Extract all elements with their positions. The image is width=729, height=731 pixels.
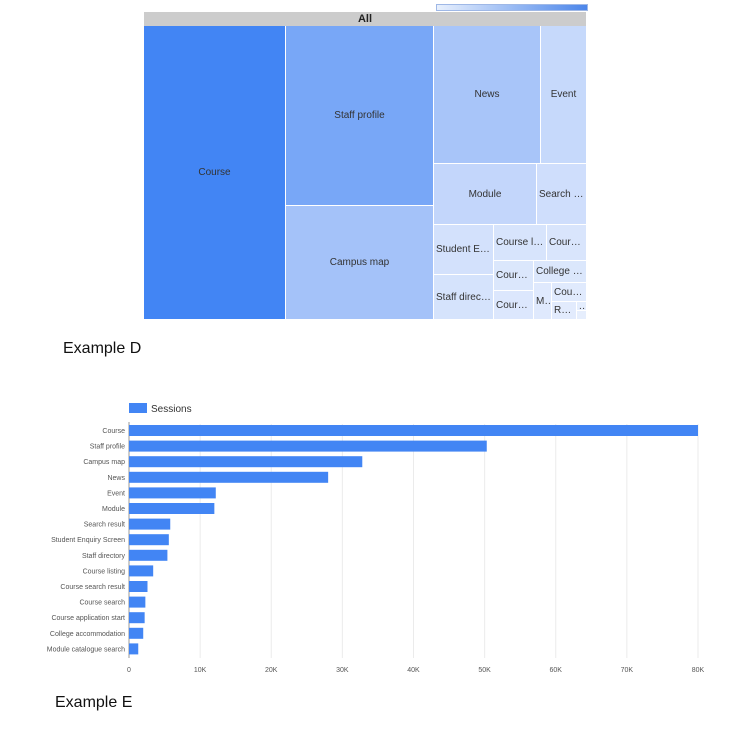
treemap-cell[interactable]: Staff profile (286, 26, 434, 206)
treemap-cell[interactable]: Course... (547, 225, 587, 261)
category-label: News (107, 475, 125, 482)
category-label: Student Enquiry Screen (51, 537, 125, 544)
treemap-cell[interactable]: Module (434, 164, 537, 225)
treemap-root-header: All (144, 12, 586, 26)
treemap-cell[interactable]: ... (577, 302, 587, 311)
treemap-color-scale (436, 4, 588, 11)
category-label: Module catalogue search (47, 646, 125, 653)
treemap-cell[interactable]: Event (541, 26, 587, 164)
treemap-cell[interactable]: Course (144, 26, 286, 320)
x-tick-label: 60K (550, 667, 563, 674)
treemap-chart: All Course Staff profile Campus map News Eve… (0, 0, 729, 330)
treemap-cell[interactable]: College ac... (534, 261, 587, 283)
category-label: Staff profile (90, 444, 125, 451)
treemap-cell-label: Course list... (496, 237, 546, 248)
category-label: Course (102, 428, 125, 435)
bar (129, 471, 329, 483)
example-d-caption: Example D (63, 340, 142, 357)
bar (129, 518, 171, 530)
bar (129, 612, 145, 624)
bar (129, 487, 216, 499)
x-tick-label: 40K (407, 667, 420, 674)
category-label: Course search (79, 600, 125, 607)
category-label: Course application start (51, 615, 125, 622)
x-tick-label: 20K (265, 667, 278, 674)
x-tick-label: 10K (194, 667, 207, 674)
treemap-cells: Course Staff profile Campus map News Event Mo… (0, 0, 729, 330)
treemap-cell[interactable]: Student Enq... (434, 225, 494, 275)
treemap-cell-label: News (474, 89, 500, 100)
treemap-cell-label: Event (550, 89, 577, 100)
treemap-cell[interactable]: Course list... (494, 225, 547, 261)
treemap-cell-label: ... (579, 302, 586, 311)
treemap-cell-label: Count... (554, 286, 586, 298)
category-label: Campus map (83, 459, 125, 466)
treemap-cell-label: Search re... (539, 188, 586, 200)
legend-swatch (129, 403, 147, 413)
category-label: Event (107, 490, 125, 497)
treemap-cell-label: M... (536, 295, 551, 307)
treemap-cell[interactable]: News (434, 26, 541, 164)
treemap-cell-label: Course (198, 167, 231, 178)
treemap-cell[interactable]: Staff directo... (434, 275, 494, 320)
category-label: College accommodation (50, 631, 125, 638)
bar (129, 643, 139, 655)
bar (129, 581, 148, 592)
treemap-cell[interactable]: Res... (552, 302, 577, 320)
category-label: Course search result (60, 584, 125, 591)
category-label: Module (102, 506, 125, 513)
treemap-cell[interactable]: M... (534, 283, 552, 320)
bar (129, 565, 154, 577)
bar (129, 456, 363, 468)
x-tick-label: 70K (621, 667, 634, 674)
x-tick-label: 80K (692, 667, 705, 674)
treemap-cell-label: Campus map (329, 257, 390, 268)
x-tick-label: 0 (127, 667, 131, 674)
treemap-cell-label: Student Enq... (436, 244, 493, 255)
treemap-cell-label: College ac... (536, 266, 586, 277)
treemap-cell[interactable]: Course... (494, 261, 534, 291)
bar (129, 440, 487, 452)
category-label: Search result (84, 522, 125, 529)
treemap-cell[interactable]: Course... (494, 291, 534, 320)
treemap-cell-label: Res... (554, 305, 576, 316)
treemap-cell-label: Staff directo... (436, 291, 493, 303)
category-label: Course listing (83, 568, 126, 575)
category-label: Staff directory (82, 553, 126, 560)
bar (129, 596, 146, 608)
treemap-cell-label: Course... (496, 299, 533, 311)
sessions-bar-chart: Sessions Course Staff profile Campus map New… (47, 403, 705, 674)
treemap-cell[interactable]: Count... (552, 283, 587, 302)
treemap-cell-label: Module (468, 188, 502, 200)
x-tick-label: 50K (478, 667, 491, 674)
example-e-caption: Example E (55, 694, 133, 711)
bar (129, 425, 698, 436)
bar (129, 534, 169, 546)
x-tick-label: 30K (336, 667, 349, 674)
treemap-cell[interactable]: Campus map (286, 206, 434, 320)
legend-label: Sessions (151, 404, 192, 415)
treemap-cell-label: Course... (496, 270, 533, 281)
treemap-cell-label: Course... (549, 237, 586, 248)
treemap-cell[interactable] (577, 311, 587, 320)
bar (129, 549, 168, 561)
bar (129, 503, 215, 514)
bar (129, 627, 144, 639)
treemap-cell-label: Staff profile (334, 110, 385, 121)
treemap-cell[interactable]: Search re... (537, 164, 587, 225)
